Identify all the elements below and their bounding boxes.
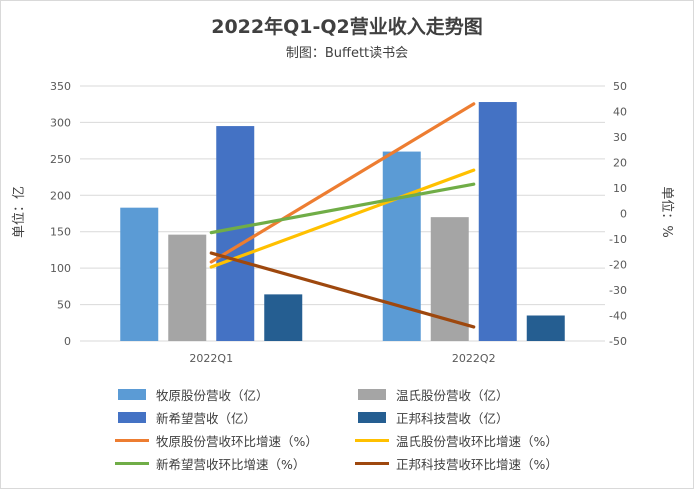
right-tick-7: 20 — [613, 157, 627, 170]
legend-item-1: 温氏股份营收（亿） — [340, 385, 580, 404]
right-tick-9: 40 — [613, 106, 627, 119]
legend-label-1: 温氏股份营收（亿） — [396, 388, 509, 403]
bar-s2-c0 — [216, 126, 255, 341]
legend-label-0: 牧原股份营收（亿） — [156, 388, 269, 403]
left-axis-ticks: 0 50 100 150 200 250 300 350 — [50, 80, 71, 348]
chart-title: 2022年Q1-Q2营业收入走势图 — [211, 16, 483, 38]
bar-s1-c0 — [168, 234, 207, 341]
left-tick-0: 0 — [64, 335, 71, 348]
bar-s0-c1 — [382, 151, 421, 341]
bar-s0-c0 — [120, 207, 159, 341]
legend-swatch-6 — [115, 462, 149, 465]
right-tick-3: -20 — [609, 259, 627, 272]
left-tick-5: 250 — [50, 153, 71, 166]
right-tick-1: -40 — [609, 310, 627, 323]
x-tick-1: 2022Q2 — [452, 352, 496, 365]
left-tick-6: 300 — [50, 116, 71, 129]
x-axis-ticks: 2022Q1 2022Q2 — [189, 352, 495, 365]
legend-label-4: 牧原股份营收环比增速（%） — [156, 434, 318, 449]
right-axis-label: 单位：% — [659, 186, 674, 237]
left-tick-1: 50 — [57, 299, 71, 312]
right-tick-6: 10 — [613, 182, 627, 195]
legend-item-5: 温氏股份营收环比增速（%） — [340, 431, 580, 450]
right-axis-ticks: -50 -40 -30 -20 -10 0 10 20 30 40 50 — [609, 80, 627, 348]
right-tick-0: -50 — [609, 335, 627, 348]
legend-item-3: 正邦科技营收（亿） — [340, 408, 580, 427]
legend-item-4: 牧原股份营收环比增速（%） — [100, 431, 340, 450]
legend-swatch-2 — [118, 412, 146, 423]
line-series-2 — [209, 182, 476, 235]
bar-s3-c1 — [526, 315, 565, 341]
bar-s3-c0 — [264, 294, 303, 341]
legend-item-7: 正邦科技营收环比增速（%） — [340, 454, 580, 473]
legend-label-2: 新希望营收（亿） — [156, 411, 257, 426]
left-tick-2: 100 — [50, 262, 71, 275]
legend-swatch-4 — [115, 439, 149, 442]
line-marks — [209, 102, 476, 329]
right-tick-5: 0 — [620, 208, 627, 221]
legend-swatch-5 — [355, 439, 389, 442]
line-series-3 — [209, 251, 476, 329]
left-tick-7: 350 — [50, 80, 71, 93]
left-axis-label: 单位：亿 — [12, 186, 27, 238]
legend-swatch-7 — [355, 462, 389, 465]
x-tick-0: 2022Q1 — [189, 352, 233, 365]
left-tick-4: 200 — [50, 189, 71, 202]
legend-swatch-0 — [118, 389, 146, 400]
right-tick-8: 30 — [613, 131, 627, 144]
legend-item-6: 新希望营收环比增速（%） — [100, 454, 340, 473]
gridlines — [80, 85, 605, 342]
line-series-1 — [209, 168, 476, 269]
legend-label-5: 温氏股份营收环比增速（%） — [396, 434, 558, 449]
right-tick-10: 50 — [613, 80, 627, 93]
legend-label-6: 新希望营收环比增速（%） — [156, 457, 306, 472]
bar-s2-c1 — [478, 102, 517, 342]
bar-marks — [120, 102, 565, 342]
legend-item-0: 牧原股份营收（亿） — [100, 385, 340, 404]
left-tick-3: 150 — [50, 226, 71, 239]
line-series-0 — [209, 102, 476, 264]
legend-label-3: 正邦科技营收（亿） — [396, 411, 509, 426]
chart-subtitle: 制图：Buffett读书会 — [285, 46, 409, 61]
right-tick-2: -30 — [609, 284, 627, 297]
legend-swatch-3 — [358, 412, 386, 423]
legend-label-7: 正邦科技营收环比增速（%） — [396, 457, 558, 472]
legend: 牧原股份营收（亿） 温氏股份营收（亿） 新希望营收（亿） 正邦科技营收（亿） 牧原股份营… — [100, 385, 660, 473]
right-tick-4: -10 — [609, 233, 627, 246]
legend-swatch-1 — [358, 389, 386, 400]
legend-item-2: 新希望营收（亿） — [100, 408, 340, 427]
